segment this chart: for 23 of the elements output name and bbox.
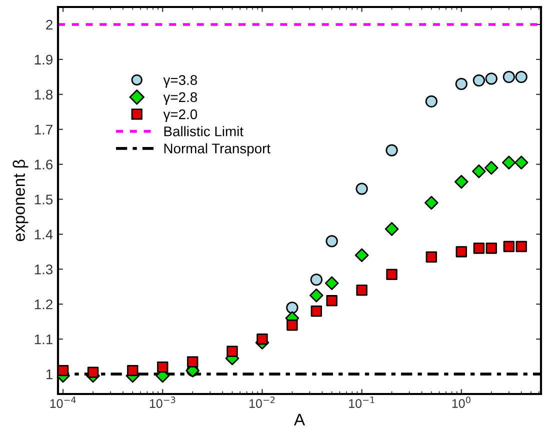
legend-label: γ=2.0 [163, 109, 198, 122]
y-tick-label: 1.7 [34, 124, 52, 134]
legend-label: γ=2.8 [163, 92, 198, 105]
y-tick-label: 1.1 [34, 334, 52, 344]
x-axis-title: A [294, 414, 306, 426]
y-axis-title: exponent β [12, 160, 28, 242]
x-tick-label: 10$^{−2}$ [249, 396, 275, 408]
y-tick-label: 1.4 [34, 230, 53, 240]
y-tick-label: 1.3 [34, 264, 53, 274]
legend-label: Normal Transport [164, 143, 270, 156]
y-tick-label: 1.6 [34, 160, 53, 170]
legend-label: γ=3.8 [163, 75, 198, 88]
y-tick-label: 1.9 [34, 54, 52, 65]
y-tick-label: 1.8 [34, 90, 53, 100]
y-tick-label: 2 [46, 20, 52, 30]
legend-label: Ballistic Limit [164, 126, 244, 136]
x-tick-label: 10$^{0}$ [452, 396, 470, 408]
y-tick-label: 1.2 [34, 299, 52, 310]
x-tick-label: 10$^{−1}$ [349, 396, 374, 408]
x-tick-label: 10$^{−4}$ [50, 396, 76, 408]
y-tick-label: 1 [46, 370, 52, 380]
x-tick-label: 10$^{−3}$ [150, 396, 176, 408]
y-tick-label: 1.5 [34, 194, 53, 204]
